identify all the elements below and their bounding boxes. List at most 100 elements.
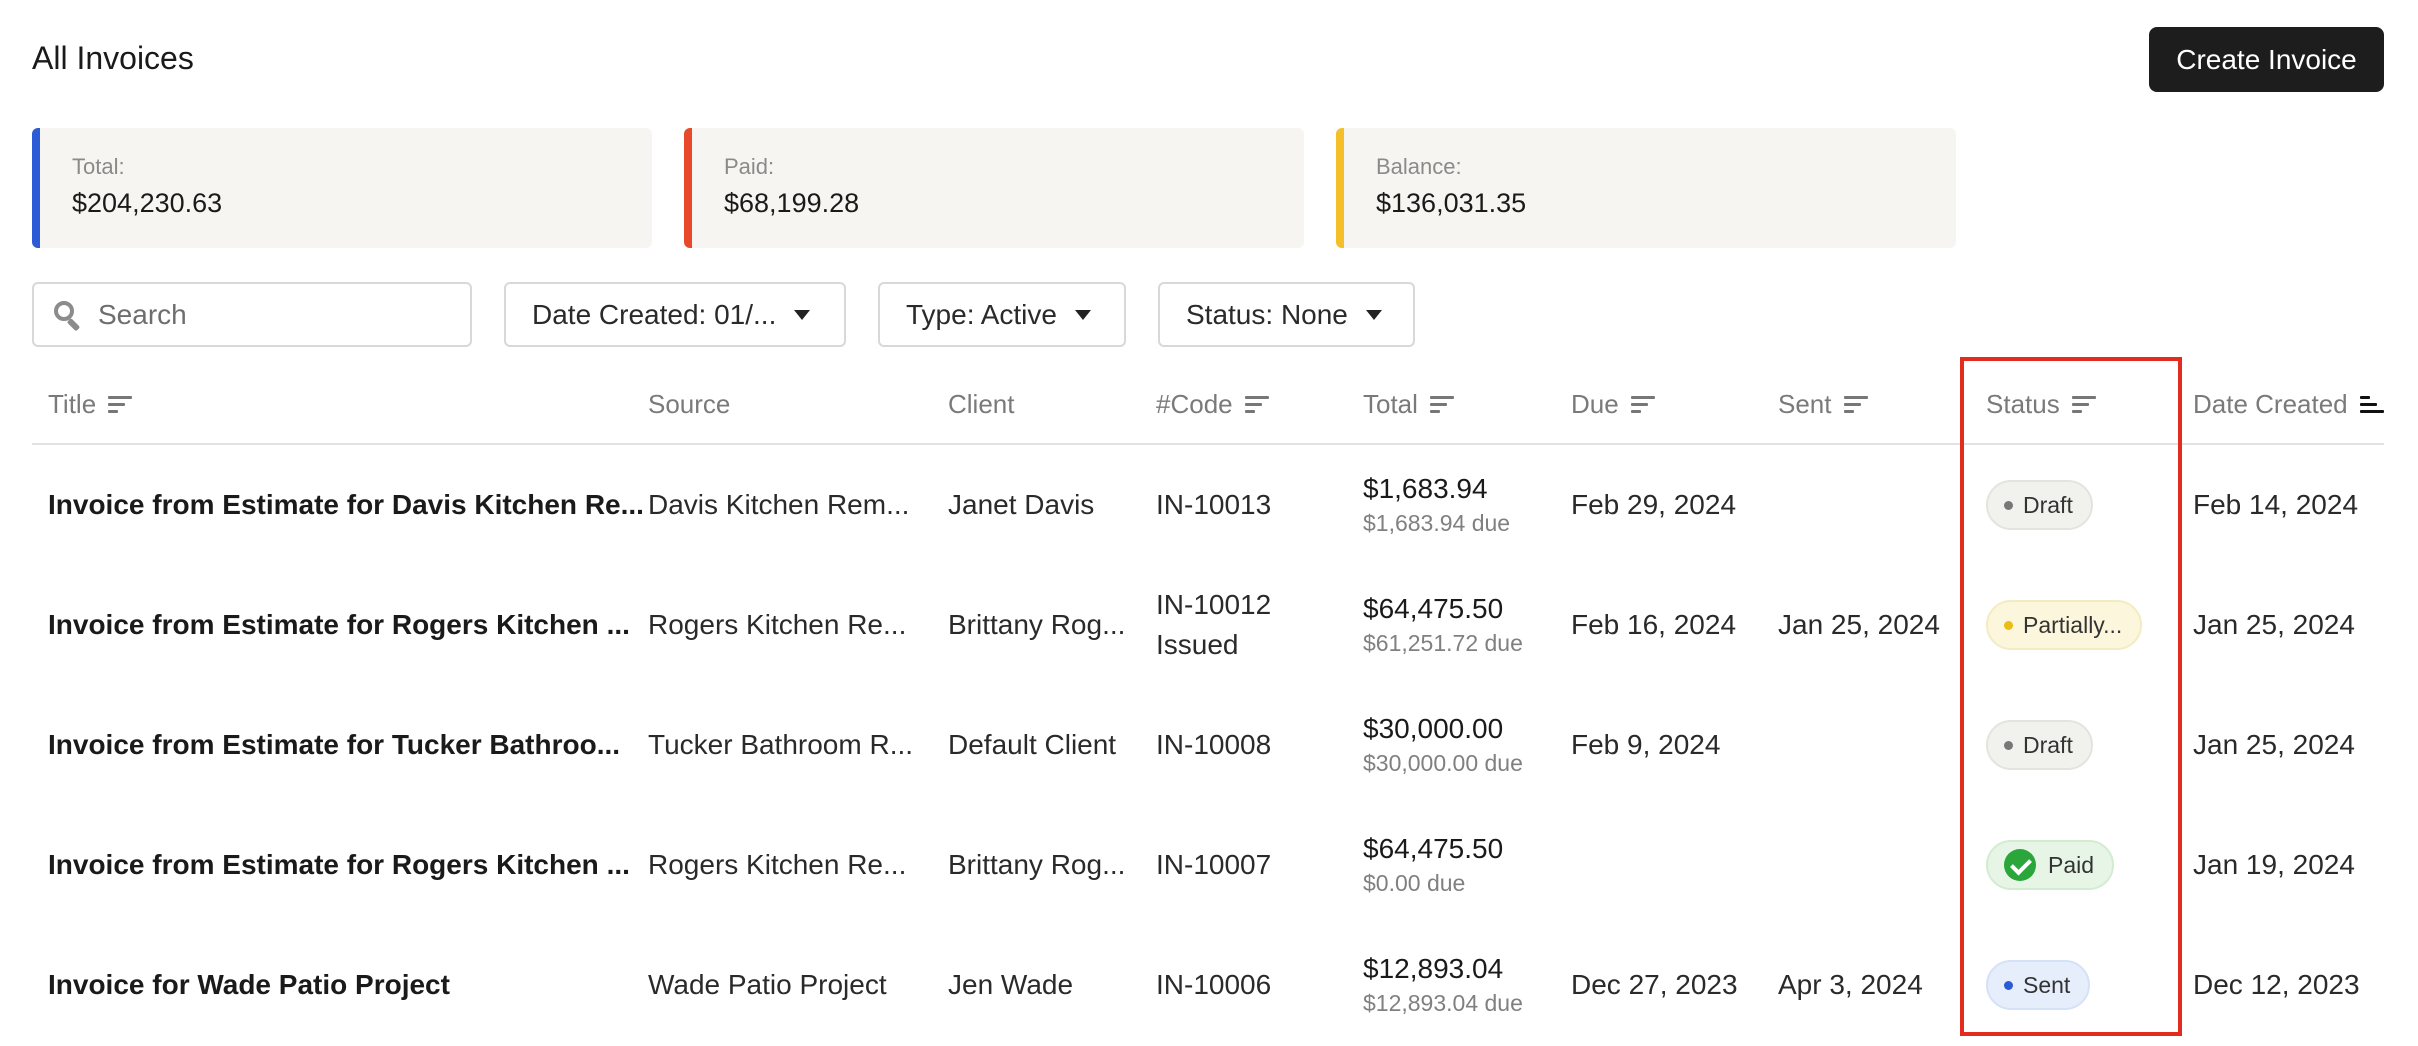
invoice-client: Brittany Rog... <box>948 849 1126 880</box>
column-header-label: Total <box>1363 388 1418 419</box>
sort-icon[interactable] <box>1843 394 1868 414</box>
invoice-code: IN-10008 <box>1156 685 1271 805</box>
invoice-date-created: Jan 25, 2024 <box>2193 609 2355 640</box>
card-accent-bar <box>684 128 692 248</box>
sort-ascending-icon[interactable] <box>2359 394 2384 414</box>
invoice-total: $1,683.94 $1,683.94 due <box>1363 445 1510 565</box>
summary-card-paid: Paid: $68,199.28 <box>684 128 1304 248</box>
invoice-code-status: Issued <box>1156 629 1239 660</box>
invoice-status: Sent <box>1986 925 2091 1045</box>
invoice-code-value: IN-10013 <box>1156 489 1272 520</box>
invoice-date-created: Jan 25, 2024 <box>2193 729 2355 760</box>
card-label: Total: <box>72 154 125 179</box>
card-accent-bar <box>32 128 40 248</box>
status-badge-label: Draft <box>2023 491 2073 518</box>
column-header-due[interactable]: Due <box>1571 365 1655 443</box>
total-amount: $64,475.50 <box>1363 593 1504 624</box>
invoice-client: Brittany Rog... <box>948 609 1126 640</box>
invoice-status: Draft <box>1986 445 2093 565</box>
invoice-total: $12,893.04 $12,893.04 due <box>1363 925 1523 1045</box>
check-circle-icon <box>2004 849 2036 881</box>
column-header-status[interactable]: Status <box>1986 365 2096 443</box>
invoice-due-date: Feb 16, 2024 <box>1571 609 1737 640</box>
invoice-source: Rogers Kitchen Re... <box>648 849 907 880</box>
search-input[interactable] <box>98 298 438 331</box>
invoice-client: Default Client <box>948 729 1117 760</box>
status-badge: Sent <box>1986 960 2091 1010</box>
invoice-sent-date: Jan 25, 2024 <box>1778 609 1940 640</box>
invoice-title[interactable]: Invoice from Estimate for Davis Kitchen … <box>48 489 644 520</box>
column-header-code[interactable]: #Code <box>1156 365 1269 443</box>
invoice-source: Wade Patio Project <box>648 969 887 1000</box>
invoice-client: Jen Wade <box>948 969 1074 1000</box>
column-header-client: Client <box>948 365 1014 443</box>
invoice-due-date: Feb 29, 2024 <box>1571 489 1737 520</box>
status-filter[interactable]: Status: None <box>1158 282 1415 347</box>
column-header-label: Title <box>48 388 97 419</box>
search-box[interactable] <box>32 282 472 347</box>
sort-icon[interactable] <box>108 394 133 414</box>
invoice-code: IN-10013 <box>1156 445 1271 565</box>
summary-card-total: Total: $204,230.63 <box>32 128 652 248</box>
column-header-sent[interactable]: Sent <box>1778 365 1868 443</box>
date-created-filter[interactable]: Date Created: 01/... <box>504 282 846 347</box>
invoice-date-created: Dec 12, 2023 <box>2193 969 2360 1000</box>
column-header-title[interactable]: Title <box>48 365 133 443</box>
sort-icon[interactable] <box>2071 394 2096 414</box>
column-header-label: #Code <box>1156 388 1233 419</box>
table-row[interactable]: Invoice for Wade Patio Project Wade Pati… <box>32 925 2384 1045</box>
type-filter-label: Type: Active <box>906 298 1057 330</box>
column-header-total[interactable]: Total <box>1363 365 1454 443</box>
card-value: $204,230.63 <box>72 188 223 218</box>
date-created-filter-label: Date Created: 01/... <box>532 298 777 330</box>
invoice-title[interactable]: Invoice from Estimate for Tucker Bathroo… <box>48 729 621 760</box>
sort-icon[interactable] <box>1630 394 1655 414</box>
column-header-label: Date Created <box>2193 388 2348 419</box>
total-due: $1,683.94 due <box>1363 510 1511 536</box>
invoice-total: $30,000.00 $30,000.00 due <box>1363 685 1523 805</box>
status-badge-label: Draft <box>2023 731 2073 758</box>
invoices-table: Title Source Client #Code Total Due Sent… <box>32 365 2384 1045</box>
summary-card-balance: Balance: $136,031.35 <box>1336 128 1956 248</box>
card-value: $136,031.35 <box>1376 188 1527 218</box>
total-due: $30,000.00 due <box>1363 750 1523 776</box>
invoice-due-date: Dec 27, 2023 <box>1571 969 1738 1000</box>
total-due: $61,251.72 due <box>1363 630 1523 656</box>
column-header-label: Source <box>648 388 731 419</box>
status-badge-label: Sent <box>2023 971 2071 998</box>
invoice-title[interactable]: Invoice from Estimate for Rogers Kitchen… <box>48 609 630 640</box>
invoice-code-value: IN-10008 <box>1156 729 1272 760</box>
invoice-status: Partially... <box>1986 565 2143 685</box>
status-badge: Paid <box>1986 840 2115 890</box>
status-badge: Draft <box>1986 480 2093 530</box>
card-accent-bar <box>1336 128 1344 248</box>
table-row[interactable]: Invoice from Estimate for Tucker Bathroo… <box>32 685 2384 805</box>
status-badge-label: Paid <box>2048 851 2095 878</box>
column-header-date-created[interactable]: Date Created <box>2193 365 2384 443</box>
total-due: $12,893.04 due <box>1363 990 1523 1016</box>
create-invoice-button[interactable]: Create Invoice <box>2149 27 2384 92</box>
invoice-total: $64,475.50 $0.00 due <box>1363 805 1503 925</box>
status-badge: Partially... <box>1986 600 2143 650</box>
invoice-title[interactable]: Invoice from Estimate for Rogers Kitchen… <box>48 849 630 880</box>
sort-icon[interactable] <box>1429 394 1454 414</box>
sort-icon[interactable] <box>1244 394 1269 414</box>
invoice-client: Janet Davis <box>948 489 1095 520</box>
invoice-title[interactable]: Invoice for Wade Patio Project <box>48 969 450 1000</box>
chevron-down-icon <box>1074 309 1091 320</box>
card-value: $68,199.28 <box>724 188 860 218</box>
invoice-date-created: Feb 14, 2024 <box>2193 489 2359 520</box>
status-dot-icon <box>2004 740 2013 750</box>
table-row[interactable]: Invoice from Estimate for Rogers Kitchen… <box>32 805 2384 925</box>
page-title: All Invoices <box>32 40 194 76</box>
summary-cards: Total: $204,230.63 Paid: $68,199.28 Bala… <box>32 128 1956 248</box>
invoice-code: IN-10012 Issued <box>1156 565 1271 685</box>
column-header-label: Status <box>1986 388 2060 419</box>
card-label: Paid: <box>724 154 775 179</box>
invoice-code-value: IN-10012 <box>1156 589 1272 620</box>
chevron-down-icon <box>1365 309 1382 320</box>
table-row[interactable]: Invoice from Estimate for Davis Kitchen … <box>32 445 2384 565</box>
chevron-down-icon <box>794 309 811 320</box>
table-row[interactable]: Invoice from Estimate for Rogers Kitchen… <box>32 565 2384 685</box>
type-filter[interactable]: Type: Active <box>878 282 1126 347</box>
